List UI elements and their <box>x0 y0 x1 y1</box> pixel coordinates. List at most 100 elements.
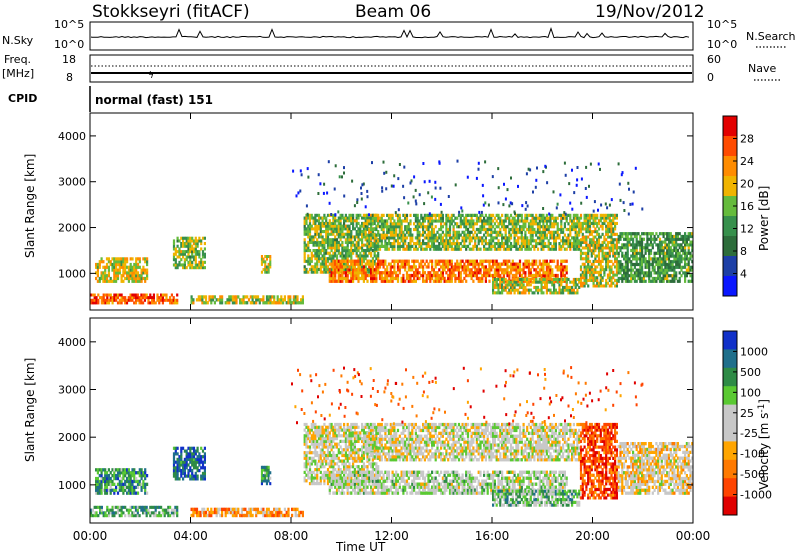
heatmap-cell <box>673 248 676 253</box>
heatmap-cell <box>120 508 123 512</box>
heatmap-cell <box>506 239 509 243</box>
heatmap-cell <box>133 505 136 509</box>
heatmap-cell <box>321 230 324 234</box>
heatmap-cell <box>189 239 192 243</box>
heatmap-cell <box>490 268 493 272</box>
heatmap-cell <box>400 225 403 229</box>
heatmap-cell <box>364 257 367 261</box>
heatmap-cell <box>221 295 224 299</box>
heatmap-cell <box>579 227 583 231</box>
heatmap-cell <box>314 213 317 217</box>
heatmap-cell <box>100 301 103 305</box>
heatmap-cell <box>440 239 443 243</box>
heatmap-cell <box>165 296 168 300</box>
heatmap-cell <box>285 301 288 305</box>
heatmap-cell <box>450 279 453 283</box>
heatmap-cell <box>524 277 527 281</box>
heatmap-cell <box>432 242 435 246</box>
heatmap-cell <box>414 279 417 283</box>
heatmap-cell <box>493 216 496 220</box>
heatmap-cell <box>526 239 529 243</box>
heatmap-cell <box>341 175 343 179</box>
heatmap-cell <box>95 262 98 267</box>
heatmap-cell <box>107 257 110 261</box>
heatmap-cell <box>420 244 423 248</box>
heatmap-cell <box>167 505 170 509</box>
heatmap-cell <box>194 236 197 240</box>
heatmap-cell <box>146 262 149 267</box>
heatmap-cell <box>152 296 155 300</box>
heatmap-cell <box>502 273 505 278</box>
heatmap-cell <box>571 280 574 284</box>
heatmap-cell <box>447 279 450 283</box>
heatmap-cell <box>508 216 511 220</box>
heatmap-cell <box>610 281 613 285</box>
heatmap-cell <box>133 276 136 281</box>
heatmap-cell <box>167 298 170 302</box>
heatmap-cell <box>352 216 355 220</box>
heatmap-cell <box>484 239 487 243</box>
heatmap-cell <box>282 298 285 302</box>
heatmap-cell <box>264 255 267 258</box>
heatmap-cell <box>382 222 385 226</box>
heatmap-cell <box>648 262 651 267</box>
heatmap-cell <box>400 265 403 269</box>
heatmap-cell <box>116 257 120 261</box>
heatmap-cell <box>689 232 692 236</box>
heatmap-cell <box>533 247 536 251</box>
heatmap-cell <box>251 301 254 305</box>
heatmap-cell <box>326 246 330 250</box>
heatmap-cell <box>120 296 123 300</box>
heatmap-cell <box>334 213 337 217</box>
heatmap-cell <box>490 233 493 237</box>
heatmap-cell <box>687 237 690 241</box>
heatmap-cell <box>610 268 613 272</box>
heatmap-cell <box>583 284 586 288</box>
heatmap-cell <box>501 244 504 248</box>
heatmap-cell <box>605 259 608 263</box>
heatmap-cell <box>170 511 173 515</box>
heatmap-cell <box>350 235 353 239</box>
heatmap-cell <box>588 246 592 250</box>
heatmap-cell <box>492 213 495 217</box>
heatmap-cell <box>368 267 371 271</box>
heatmap-cell <box>131 514 134 518</box>
heatmap-cell <box>588 243 592 247</box>
heatmap-cell <box>440 247 443 251</box>
heatmap-cell <box>540 262 543 266</box>
heatmap-cell <box>111 474 114 478</box>
heatmap-cell <box>377 219 380 223</box>
heatmap-cell <box>580 177 583 181</box>
heatmap-cell <box>637 243 640 247</box>
heatmap-cell <box>135 260 138 264</box>
heatmap-cell <box>606 281 610 285</box>
heatmap-cell <box>422 216 425 220</box>
heatmap-cell <box>596 254 599 258</box>
heatmap-cell <box>491 175 494 179</box>
heatmap-cell <box>165 511 168 515</box>
heatmap-cell <box>312 267 315 271</box>
heatmap-cell <box>499 273 502 278</box>
heatmap-cell <box>463 265 466 269</box>
heatmap-cell <box>233 301 236 305</box>
heatmap-cell <box>540 216 543 220</box>
heatmap-cell <box>411 265 414 269</box>
heatmap-cell <box>508 239 511 243</box>
heatmap-cell <box>364 213 367 217</box>
heatmap-cell <box>303 254 306 258</box>
heatmap-cell <box>434 279 437 283</box>
heatmap-cell <box>334 235 337 239</box>
heatmap-cell <box>601 284 604 288</box>
heatmap-cell <box>536 216 540 220</box>
heatmap-cell <box>583 238 586 242</box>
heatmap-cell <box>596 276 599 280</box>
heatmap-cell <box>334 271 337 275</box>
heatmap-cell <box>364 276 367 281</box>
heatmap-cell <box>499 227 502 232</box>
heatmap-cell <box>535 271 538 275</box>
heatmap-cell <box>346 238 349 242</box>
heatmap-cell <box>554 222 557 226</box>
heatmap-cell <box>529 222 532 226</box>
heatmap-cell <box>303 246 306 250</box>
heatmap-cell <box>350 265 353 269</box>
